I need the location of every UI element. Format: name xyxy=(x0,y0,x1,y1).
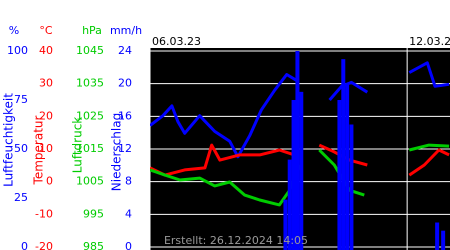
y-tick-label: 40 xyxy=(39,44,53,57)
y-tick-label: 50 xyxy=(14,142,28,155)
y-tick-label: 100 xyxy=(7,44,28,57)
y-tick-label: 4 xyxy=(125,207,132,220)
y-tick-label: 12 xyxy=(118,142,132,155)
precip-bar xyxy=(299,91,304,250)
y-tick-label: 1015 xyxy=(76,142,104,155)
precip-bar xyxy=(441,230,446,250)
y-tick-label: -10 xyxy=(35,207,53,220)
y-tick-label: 20 xyxy=(39,109,53,122)
axis-title: Luftdruck xyxy=(71,117,85,174)
precip-bar xyxy=(283,199,288,250)
precip-bar xyxy=(337,100,342,250)
y-tick-label: 1045 xyxy=(76,44,104,57)
x-tick-label: 06.03.23 xyxy=(152,35,201,48)
y-tick-label: 1025 xyxy=(76,109,104,122)
y-tick-label: 0 xyxy=(46,175,53,188)
axis-unit: °C xyxy=(39,24,53,37)
axis-title: Niederschlag xyxy=(110,113,124,191)
y-tick-label: 1005 xyxy=(76,175,104,188)
y-tick-label: 30 xyxy=(39,77,53,90)
y-tick-label: 0 xyxy=(125,240,132,250)
precip-bar xyxy=(435,222,440,250)
precip-bar xyxy=(345,83,350,250)
footer: Erstellt: 26.12.2024 14:05 xyxy=(164,234,308,247)
axis-unit: hPa xyxy=(82,24,102,37)
y-tick-label: 995 xyxy=(83,207,104,220)
y-tick-label: 8 xyxy=(125,175,132,188)
y-tick-label: 20 xyxy=(118,77,132,90)
y-tick-label: 10 xyxy=(39,142,53,155)
y-tick-label: 75 xyxy=(14,93,28,106)
precip-bar xyxy=(295,51,300,250)
y-tick-label: 0 xyxy=(21,240,28,250)
y-tick-label: 1035 xyxy=(76,77,104,90)
precip-bar xyxy=(341,59,346,250)
y-tick-label: 16 xyxy=(118,109,132,122)
precip-bar xyxy=(291,100,296,250)
y-tick-label: 24 xyxy=(118,44,132,57)
axis-unit: mm/h xyxy=(110,24,142,37)
x-tick-label: 12.03.23 xyxy=(409,35,450,48)
y-tick-label: 985 xyxy=(83,240,104,250)
y-tick-label: 25 xyxy=(14,191,28,204)
precip-bar xyxy=(287,159,292,250)
precip-bar xyxy=(349,124,354,250)
y-tick-label: -20 xyxy=(35,240,53,250)
axis-title: Luftfeuchtigkeit xyxy=(2,93,16,187)
axis-unit: % xyxy=(9,24,19,37)
axis-title: Temperatur xyxy=(32,115,46,185)
